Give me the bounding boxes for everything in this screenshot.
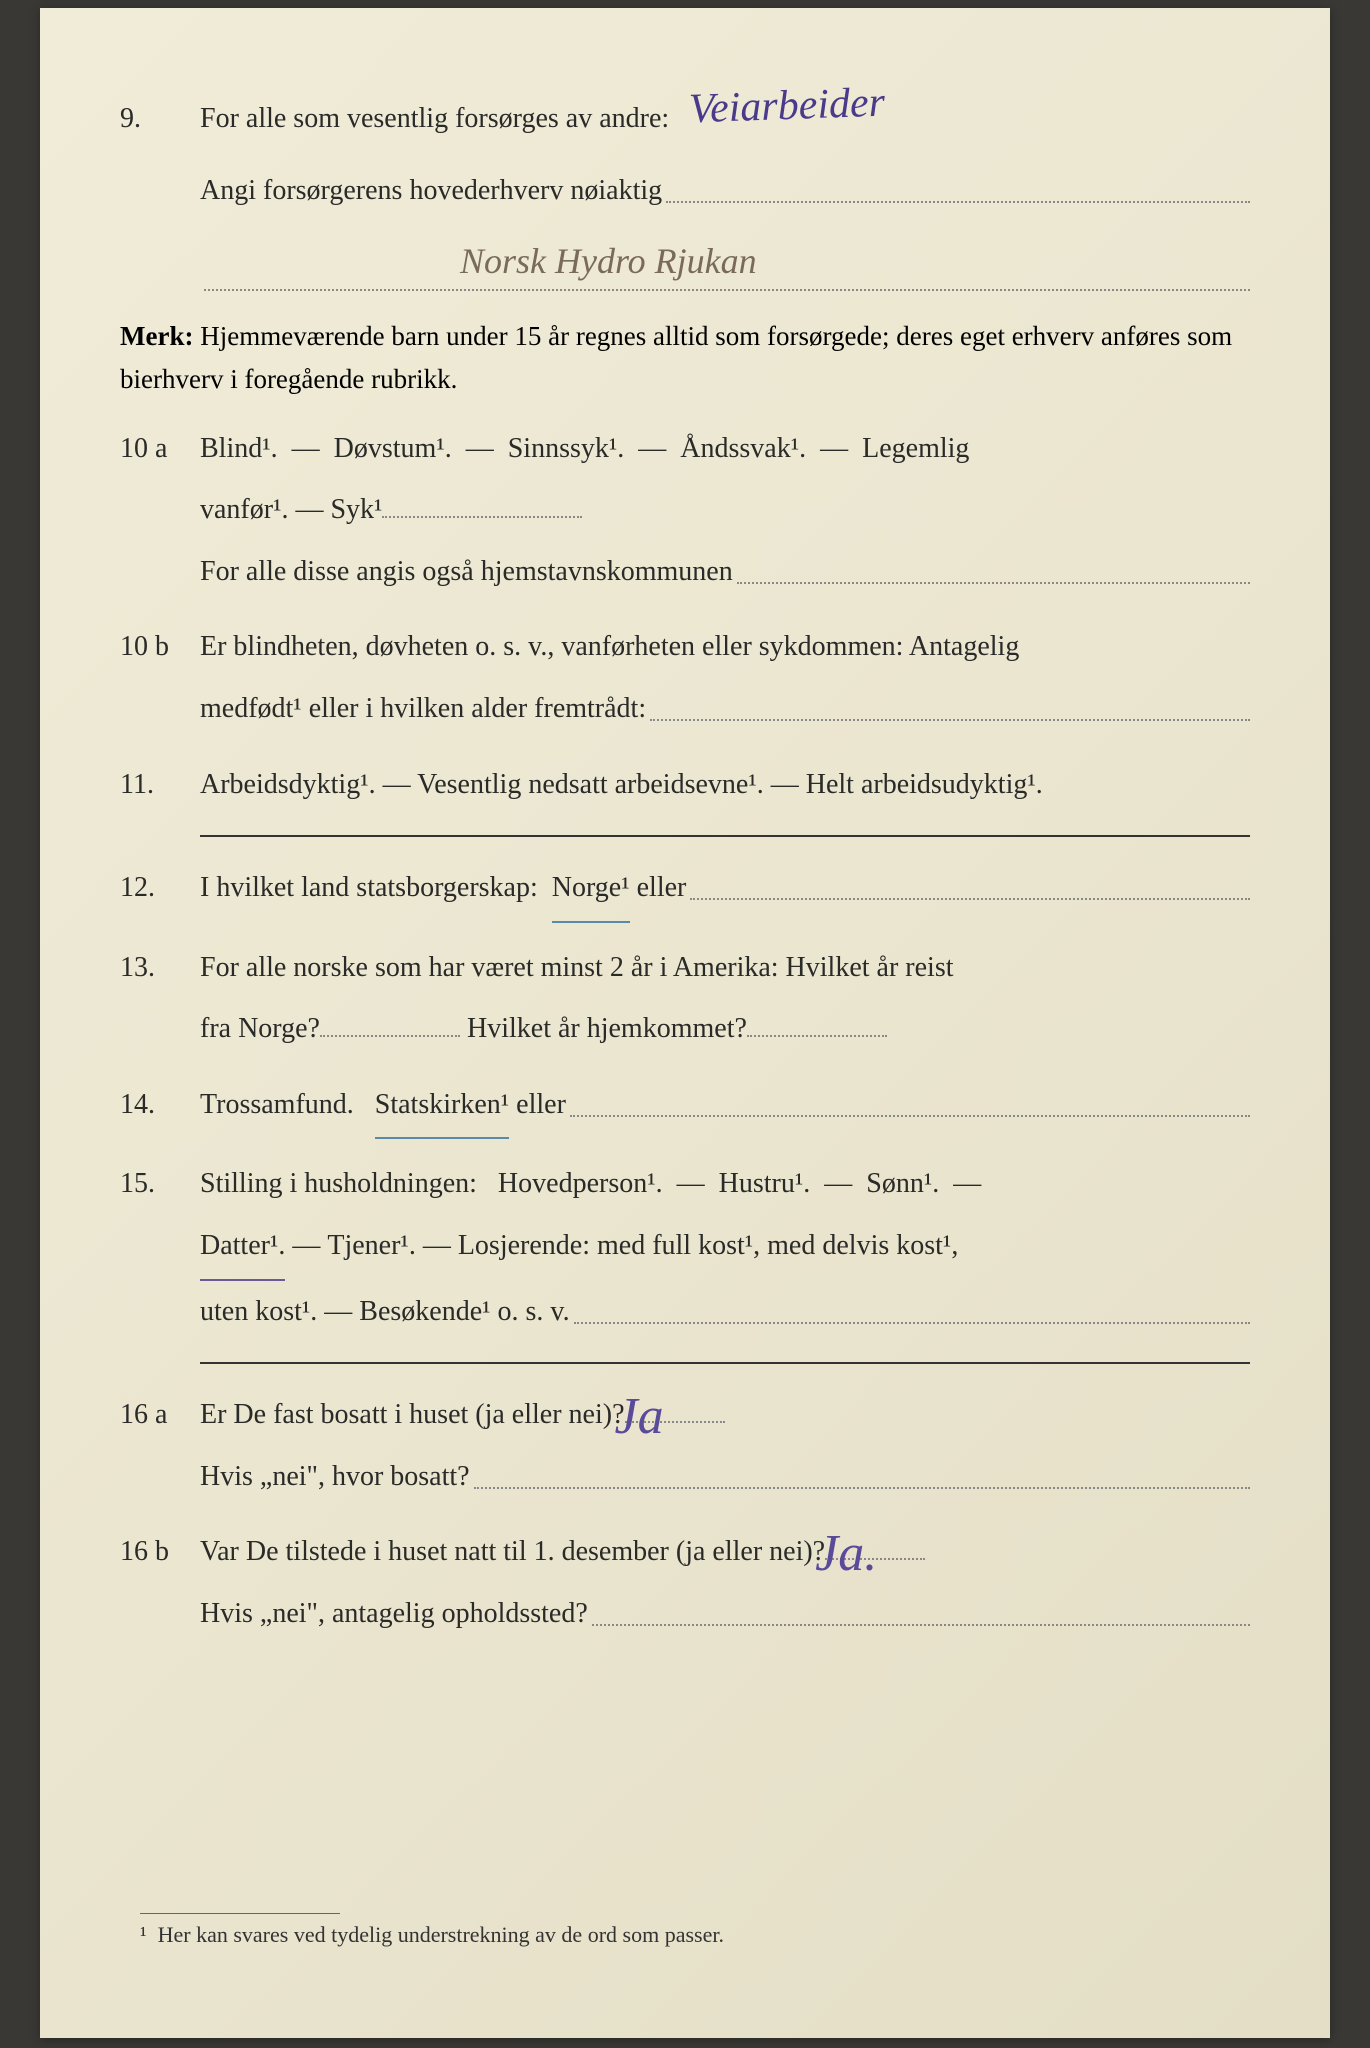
dotted-line — [592, 1598, 1250, 1626]
opt-datter: Datter¹. — [200, 1215, 285, 1281]
q15-line3: uten kost¹. — Besøkende¹ o. s. v. — [200, 1281, 570, 1343]
q10b-line2: medfødt¹ eller i hvilken alder fremtrådt… — [200, 678, 646, 740]
dotted-line — [690, 872, 1250, 900]
q12-text: I hvilket land statsborgerskap: — [200, 857, 538, 919]
q11-options: Arbeidsdyktig¹. — Vesentlig nedsatt arbe… — [200, 754, 1250, 816]
opt-syk: Syk¹ — [330, 479, 382, 541]
q16a-line2: Hvis „nei", hvor bosatt? — [200, 1446, 470, 1508]
q16a-answer: Ja — [615, 1360, 664, 1474]
question-11: 11. Arbeidsdyktig¹. — Vesentlig nedsatt … — [120, 754, 1250, 816]
question-10b: 10 b Er blindheten, døvheten o. s. v., v… — [120, 616, 1250, 739]
q16a-number: 16 a — [120, 1384, 200, 1446]
dotted-line — [650, 693, 1250, 721]
question-15: 15. Stilling i husholdningen: Hovedperso… — [120, 1153, 1250, 1342]
opt-andssvak: Åndssvak¹. — [680, 433, 806, 464]
q9-answer1: Veiarbeider — [688, 57, 887, 156]
q9-number: 9. — [120, 88, 200, 150]
q10b-text: Er blindheten, døvheten o. s. v., vanfør… — [200, 616, 1250, 678]
question-13: 13. For alle norske som har været minst … — [120, 937, 1250, 1060]
question-16b: 16 b Var De tilstede i huset natt til 1.… — [120, 1521, 1250, 1644]
opt-losjerende: Losjerende: med full kost¹, med delvis k… — [458, 1215, 959, 1277]
opt-nedsatt: Vesentlig nedsatt arbeidsevne¹. — [417, 769, 764, 800]
opt-blind: Blind¹. — [200, 433, 278, 464]
q14-text: Trossamfund. — [200, 1074, 354, 1136]
q12-suffix: eller — [637, 857, 687, 919]
merk-note: Merk: Hjemmeværende barn under 15 år reg… — [120, 315, 1250, 401]
opt-legemlig: Legemlig — [862, 433, 969, 464]
opt-hustru: Hustru¹. — [719, 1168, 811, 1199]
dotted-line — [570, 1089, 1250, 1117]
question-12: 12. I hvilket land statsborgerskap: Norg… — [120, 857, 1250, 923]
opt-dovstum: Døvstum¹. — [334, 433, 452, 464]
footnote-text: Her kan svares ved tydelig understreknin… — [158, 1922, 724, 1947]
q10a-line3: For alle disse angis også hjemstavnskomm… — [200, 541, 733, 603]
q13-text: For alle norske som har været minst 2 år… — [200, 937, 1250, 999]
q16b-answer: Ja. — [815, 1497, 877, 1611]
q13-number: 13. — [120, 937, 200, 999]
footnote-divider — [140, 1913, 340, 1914]
q9-line1: For alle som vesentlig forsørges av andr… — [200, 88, 669, 150]
dotted-line — [574, 1296, 1250, 1324]
q13-line2a: fra Norge? — [200, 998, 320, 1060]
dotted-line — [320, 1004, 460, 1038]
dotted-line — [204, 263, 1250, 291]
q13-line2b: Hvilket år hjemkommet? — [467, 998, 747, 1060]
opt-vanfor: vanfør¹. — [200, 479, 288, 541]
q10a-number: 10 a — [120, 418, 200, 480]
opt-arbeidsdyktig: Arbeidsdyktig¹. — [200, 769, 376, 800]
dotted-line — [666, 175, 1250, 203]
footnote: ¹ Her kan svares ved tydelig understrekn… — [140, 1913, 724, 1948]
dotted-line — [737, 556, 1250, 584]
q16b-line2: Hvis „nei", antagelig opholdssted? — [200, 1583, 588, 1645]
question-9: 9. For alle som vesentlig forsørges av a… — [120, 68, 1250, 301]
census-form-document: 9. For alle som vesentlig forsørges av a… — [40, 8, 1330, 2038]
q12-number: 12. — [120, 857, 200, 919]
opt-sinnssyk: Sinnssyk¹. — [508, 433, 625, 464]
dotted-line — [382, 485, 582, 519]
q14-statskirken: Statskirken¹ — [375, 1074, 509, 1140]
dotted-line: Ja. — [825, 1527, 925, 1561]
q15-line1: Stilling i husholdningen: Hovedperson¹. … — [200, 1153, 1250, 1215]
dotted-line: Ja — [625, 1390, 725, 1424]
q14-number: 14. — [120, 1074, 200, 1136]
section-divider — [200, 835, 1250, 837]
q11-number: 11. — [120, 754, 200, 816]
q9-line2: Angi forsørgerens hovederhverv nøiaktig — [200, 160, 662, 222]
opt-udyktig: Helt arbeidsudyktig¹. — [806, 769, 1043, 800]
q16a-text: Er De fast bosatt i huset (ja eller nei)… — [200, 1384, 625, 1446]
q15-number: 15. — [120, 1153, 200, 1215]
opt-tjener: Tjener¹. — [327, 1215, 415, 1277]
q12-norge: Norge¹ — [552, 857, 630, 923]
merk-label: Merk: — [120, 321, 193, 351]
opt-sonn: Sønn¹. — [866, 1168, 939, 1199]
section-divider — [200, 1362, 1250, 1364]
question-14: 14. Trossamfund. Statskirken¹ eller — [120, 1074, 1250, 1140]
question-10a: 10 a Blind¹. — Døvstum¹. — Sinnssyk¹. — … — [120, 418, 1250, 603]
footnote-marker: ¹ — [140, 1922, 147, 1947]
question-16a: 16 a Er De fast bosatt i huset (ja eller… — [120, 1384, 1250, 1507]
q14-suffix: eller — [516, 1074, 566, 1136]
q16b-number: 16 b — [120, 1521, 200, 1583]
opt-hovedperson: Hovedperson¹. — [498, 1168, 663, 1199]
q10a-options: Blind¹. — Døvstum¹. — Sinnssyk¹. — Åndss… — [200, 418, 1250, 480]
q10b-number: 10 b — [120, 616, 200, 678]
merk-text: Hjemmeværende barn under 15 år regnes al… — [120, 321, 1232, 394]
dotted-line — [474, 1461, 1250, 1489]
q15-text: Stilling i husholdningen: — [200, 1168, 477, 1199]
dotted-line — [747, 1004, 887, 1038]
q16b-text: Var De tilstede i huset natt til 1. dese… — [200, 1521, 825, 1583]
